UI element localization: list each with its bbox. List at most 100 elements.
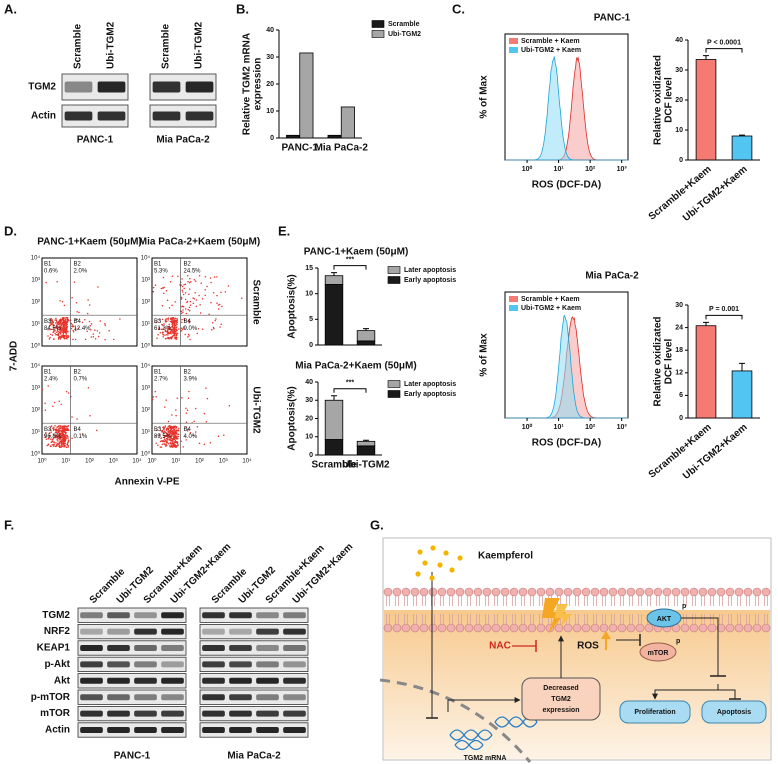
lane-label: Scramble (73, 24, 84, 69)
event-dot (183, 318, 186, 320)
event-dot (176, 317, 178, 320)
y-tick-label: 30 (675, 67, 683, 74)
blot-band (229, 645, 252, 651)
event-dot (66, 336, 68, 339)
blot-frame (77, 722, 187, 738)
event-dot (67, 392, 70, 394)
blot-band (80, 661, 103, 668)
bar (695, 59, 717, 161)
event-dot (49, 322, 51, 324)
event-dot (52, 427, 54, 429)
event-dot (167, 319, 170, 321)
lane-label: Scramble (161, 24, 172, 69)
event-dot (66, 425, 69, 428)
inhibitor-label: NAC (489, 641, 511, 652)
y-tick-label: 20 (266, 81, 274, 88)
event-dot (56, 443, 59, 445)
event-dot (158, 328, 160, 330)
event-dot (90, 328, 92, 331)
event-dot (49, 333, 52, 336)
event-dot (50, 441, 53, 444)
event-dot (170, 328, 173, 331)
legend-label: Ubi-TGM2 (388, 31, 421, 38)
event-dot (183, 287, 185, 290)
event-dot (62, 318, 65, 321)
panel-label: E. (278, 223, 290, 238)
quadrant-name: B2 (74, 370, 82, 376)
blot-band (229, 661, 252, 668)
event-dot (159, 446, 162, 448)
event-dot (216, 276, 218, 278)
event-dot (172, 317, 174, 320)
event-dot (166, 440, 168, 443)
blot-band (134, 612, 157, 619)
panel-label: F. (4, 517, 14, 532)
event-dot (57, 332, 60, 335)
event-dot (158, 318, 160, 321)
event-dot (155, 442, 157, 444)
event-dot (154, 390, 157, 393)
event-dot (169, 442, 172, 444)
event-dot (54, 431, 57, 434)
event-dot (205, 421, 208, 423)
event-dot (56, 426, 58, 428)
event-dot (44, 436, 46, 438)
event-dot (64, 437, 66, 439)
quadrant-name: B3 (44, 319, 52, 325)
event-dot (53, 401, 56, 404)
event-dot (51, 440, 54, 443)
y-tick-label: 10⁰ (31, 451, 41, 458)
ros-label: ROS (577, 641, 599, 652)
blot-band (107, 677, 130, 684)
legend-label: Early apoptosis (404, 277, 456, 284)
event-dot (55, 319, 58, 322)
lipid-head (698, 587, 708, 597)
event-dot (67, 437, 69, 439)
event-dot (176, 397, 179, 399)
chart-title: Mia PaCa-2+Kaem (50μM) (295, 361, 416, 372)
event-dot (81, 433, 84, 435)
event-dot (59, 437, 61, 439)
event-dot (168, 323, 170, 325)
event-dot (187, 280, 189, 283)
blot-band (80, 694, 103, 701)
event-dot (171, 336, 173, 338)
significance-label: P = 0.001 (709, 306, 739, 313)
significance-bracket (705, 314, 743, 320)
kaempferol-dots (415, 545, 463, 581)
event-dot (63, 321, 66, 323)
event-dot (59, 433, 61, 436)
event-dot (196, 332, 199, 335)
event-dot (63, 304, 66, 307)
y-tick-label: 40 (675, 37, 683, 44)
expression-label: expression (543, 707, 580, 714)
blot-band (283, 645, 306, 651)
y-tick-label: 0 (679, 157, 683, 164)
lipid-head (707, 623, 717, 633)
quadrant-name: B3 (44, 427, 52, 433)
event-dot (163, 440, 165, 443)
lipid-head (581, 587, 591, 597)
event-dot (205, 387, 207, 389)
y-tick-label: 10⁴ (31, 363, 41, 370)
y-tick-label: 10⁴ (141, 363, 151, 370)
event-dot (211, 322, 214, 324)
bar (327, 134, 342, 139)
event-dot (50, 323, 52, 326)
event-dot (41, 388, 44, 391)
event-dot (58, 400, 61, 403)
event-dot (151, 398, 154, 401)
x-tick-label: Scramble+Kaem (647, 164, 714, 223)
event-dot (178, 427, 180, 430)
blot-frame (77, 706, 187, 722)
lipid-head (509, 587, 519, 597)
histogram-curve (505, 56, 628, 161)
significance-label: *** (346, 380, 354, 387)
event-dot (45, 281, 47, 284)
lipid-head (689, 587, 699, 597)
event-dot (186, 409, 189, 411)
event-dot (184, 333, 186, 336)
event-dot (174, 430, 177, 433)
error-bar (703, 321, 709, 326)
x-tick-label: 10¹ (61, 459, 70, 465)
